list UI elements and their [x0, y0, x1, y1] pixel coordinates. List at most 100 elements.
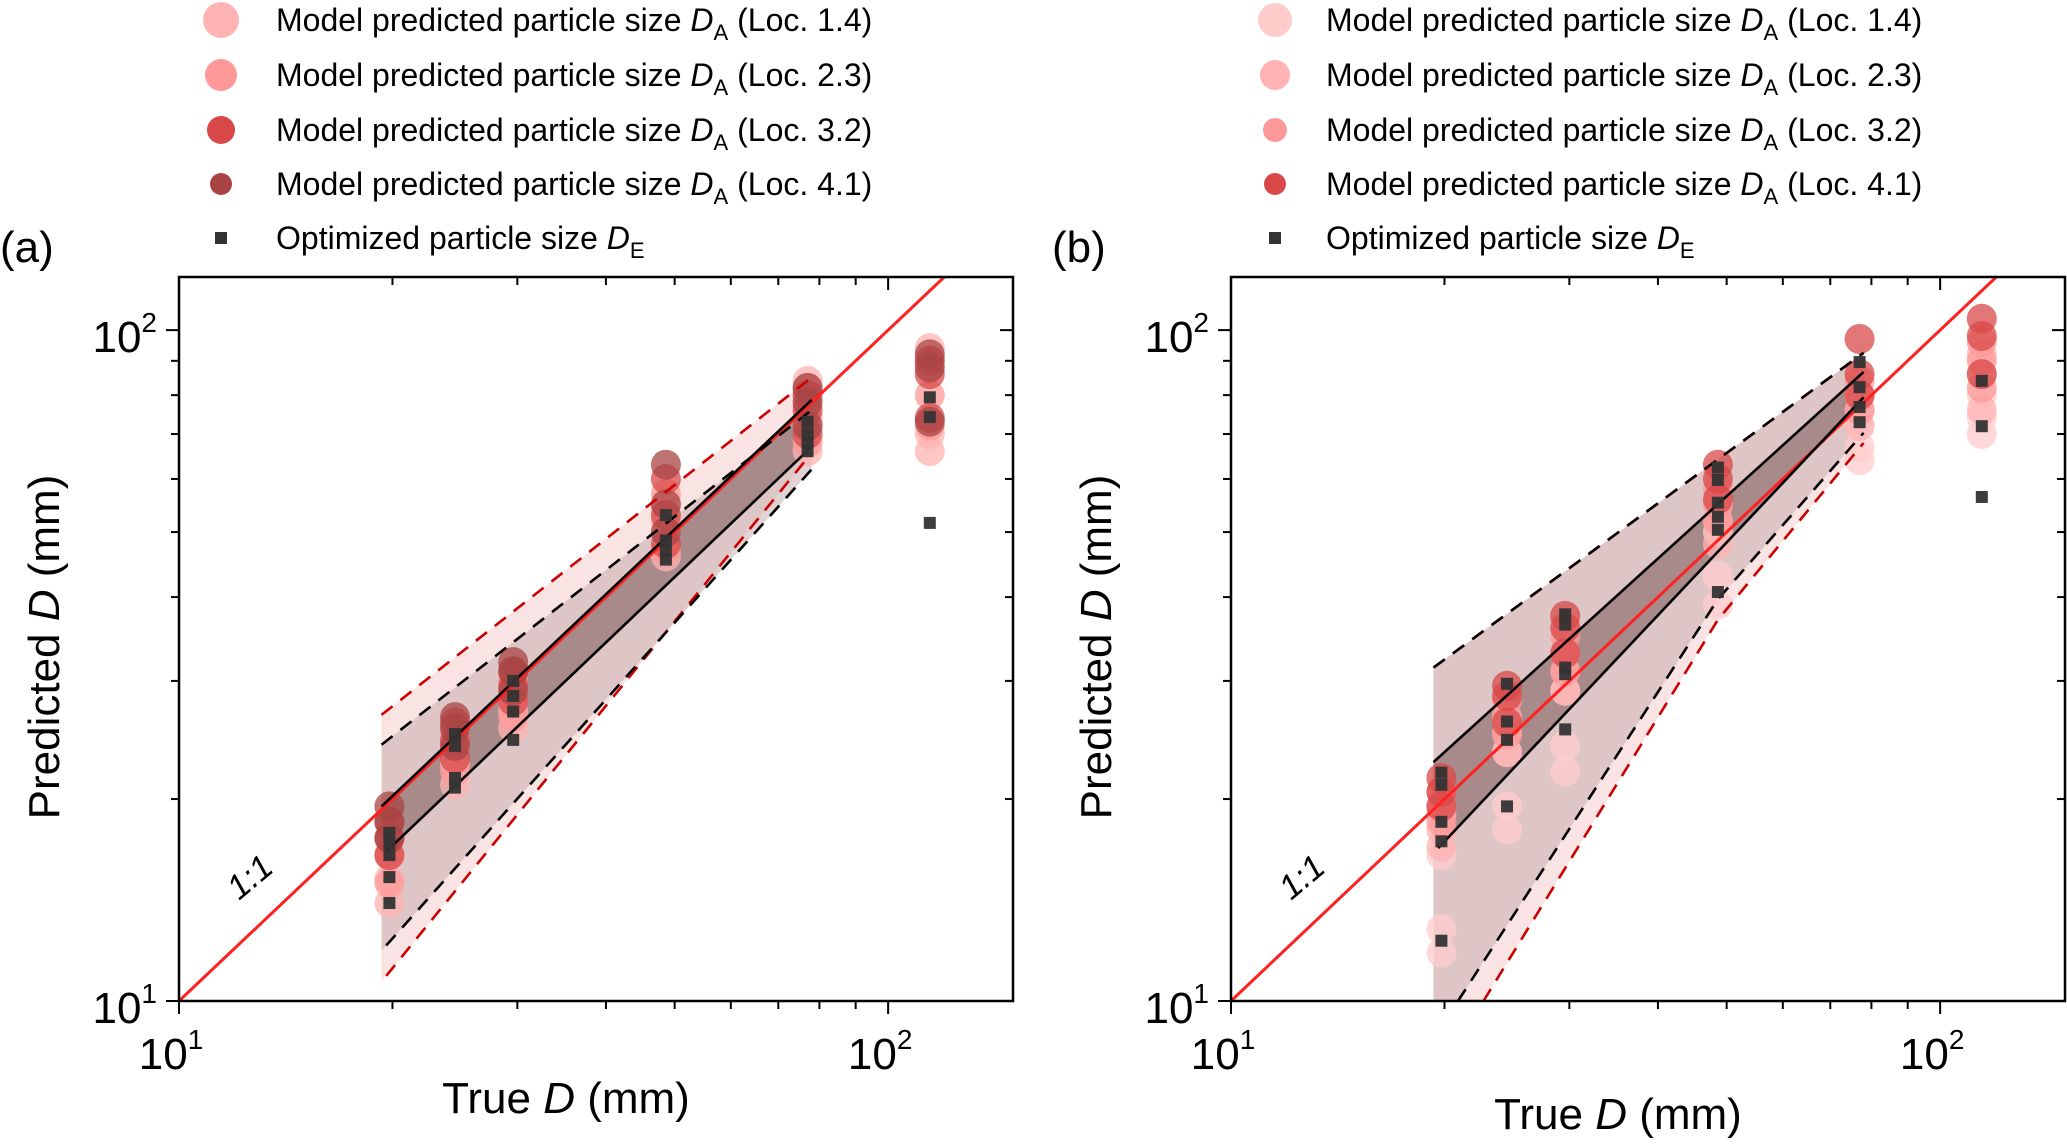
legend-label-subscript: A: [714, 75, 729, 100]
data-point-optimized: [1435, 934, 1448, 947]
legend-label-subscript: A: [714, 20, 729, 45]
legend-entry: Model predicted particle size DA (Loc. 4…: [210, 166, 872, 209]
data-point-optimized: [383, 849, 396, 862]
x-tick-label: 102: [1900, 1024, 1965, 1079]
data-point-loc-1-4: [1492, 814, 1522, 845]
prediction-upper-black-dashed: [1432, 351, 1865, 669]
axis-ticks: [1218, 277, 2065, 1014]
x-tick-base: 10: [1191, 1030, 1240, 1079]
legend-label-suffix: (Loc. 1.4): [728, 2, 872, 38]
legend-label-text: Model predicted particle size: [276, 2, 690, 38]
legend-label: Model predicted particle size DA (Loc. 3…: [1326, 112, 1922, 155]
y-tick-base: 10: [92, 984, 141, 1033]
y-tick-label: 101: [92, 978, 157, 1033]
legend-entry: Model predicted particle size DA (Loc. 1…: [203, 2, 872, 45]
confidence-band: [1433, 372, 1864, 854]
prediction-upper-black-dashed: [380, 409, 813, 746]
y-tick-base: 10: [1144, 984, 1193, 1033]
data-point-optimized: [449, 728, 461, 740]
data-point-optimized: [1853, 416, 1866, 429]
y-axis-title-text: Predicted: [20, 621, 69, 819]
data-point-optimized: [1435, 766, 1448, 779]
data-point-loc-4-1: [1844, 380, 1875, 411]
data-point-optimized: [1559, 723, 1572, 736]
data-point-optimized: [383, 897, 396, 909]
data-point-loc-4-1: [1550, 638, 1581, 669]
legend-label-suffix: (Loc. 3.2): [1778, 112, 1922, 148]
legend-marker-square: [215, 232, 227, 244]
data-point-optimized: [1853, 356, 1866, 369]
x-axis-title-unit: (mm): [1627, 1090, 1742, 1139]
x-tick-base: 10: [139, 1030, 188, 1079]
data-point-optimized: [1501, 715, 1513, 728]
confidence-band: [381, 399, 812, 857]
data-point-optimized: [1711, 586, 1724, 598]
legend-marker-circle: [207, 116, 235, 144]
data-point-loc-1-4: [1844, 431, 1875, 462]
y-axis-title-unit: (mm): [20, 475, 69, 590]
data-point-loc-1-4: [1550, 730, 1581, 761]
data-point-optimized: [1975, 420, 1988, 433]
data-point-optimized: [923, 391, 936, 404]
data-point-loc-4-1: [650, 489, 681, 520]
x-axis-title-symbol: D: [1595, 1090, 1627, 1139]
plot-frame: [1229, 275, 2067, 1003]
x-axis-title: True D (mm): [1494, 1090, 1742, 1139]
data-point-optimized: [383, 827, 396, 839]
y-axis-title: Predicted D (mm): [20, 475, 69, 820]
legend: Model predicted particle size DA (Loc. 1…: [1258, 2, 1922, 263]
legend-label-text: Model predicted particle size: [1326, 2, 1740, 38]
x-tick-exponent: 1: [1240, 1024, 1256, 1055]
legend-label-subscript: A: [1764, 130, 1779, 155]
x-tick-label: 102: [848, 1024, 913, 1079]
y-tick-label: 101: [1144, 978, 1209, 1033]
panel-label: (b): [1052, 223, 1106, 272]
data-point-optimized: [507, 705, 520, 718]
data-point-optimized: [1853, 401, 1866, 413]
legend-entry: Optimized particle size DE: [215, 220, 645, 263]
data-point-optimized: [923, 516, 936, 529]
legend-label-suffix: (Loc. 3.2): [728, 112, 872, 148]
y-tick-exponent: 2: [1193, 307, 1209, 338]
data-point-loc-4-1: [374, 791, 405, 822]
legend-entry: Model predicted particle size DA (Loc. 3…: [1263, 112, 1922, 155]
legend-label-subscript: A: [1764, 184, 1779, 209]
data-point-optimized: [1435, 835, 1448, 848]
data-point-loc-4-1: [440, 702, 470, 733]
y-tick-exponent: 1: [1193, 978, 1209, 1009]
legend-label-subscript: A: [1764, 75, 1779, 100]
x-tick-label: 101: [1191, 1024, 1256, 1079]
data-point-loc-2-3: [1702, 529, 1733, 559]
data-point-loc-4-1: [650, 449, 681, 480]
legend-label: Optimized particle size DE: [276, 220, 645, 263]
y-axis-title-text: Predicted: [1072, 621, 1121, 819]
data-point-loc-1-4: [1550, 756, 1581, 787]
one-to-one-line: [1231, 277, 1998, 1001]
one-to-one-line: [179, 277, 946, 1001]
legend-label: Model predicted particle size DA (Loc. 1…: [1326, 2, 1922, 45]
legend-label-subscript: A: [714, 184, 729, 209]
prediction-lower-red-dashed: [1482, 442, 1865, 1001]
data-point-loc-4-1: [498, 647, 529, 678]
legend-label: Model predicted particle size DA (Loc. 4…: [276, 166, 872, 209]
data-point-optimized: [507, 674, 520, 687]
data-point-optimized: [1559, 618, 1572, 631]
y-tick-exponent: 2: [141, 307, 157, 338]
x-axis-title-unit: (mm): [575, 1074, 690, 1123]
legend-label-subscript: E: [630, 238, 645, 263]
x-tick-exponent: 1: [188, 1024, 204, 1055]
axis-ticks: [166, 277, 1013, 1014]
legend-label: Optimized particle size DE: [1326, 220, 1695, 263]
legend-label-text: Optimized particle size: [1326, 220, 1657, 256]
confidence-upper-line: [380, 398, 813, 808]
plot-frame: [177, 275, 1015, 1003]
legend-label-text: Optimized particle size: [276, 220, 607, 256]
legend-label-symbol: D: [690, 2, 713, 38]
prediction-upper-red-dashed: [380, 376, 813, 716]
x-tick-base: 10: [848, 1030, 897, 1079]
data-point-optimized: [1501, 800, 1513, 813]
y-tick-label: 102: [1144, 307, 1209, 362]
data-point-loc-1-4: [1426, 937, 1457, 968]
data-point-optimized: [1559, 661, 1572, 674]
legend-label-subscript: A: [714, 130, 729, 155]
